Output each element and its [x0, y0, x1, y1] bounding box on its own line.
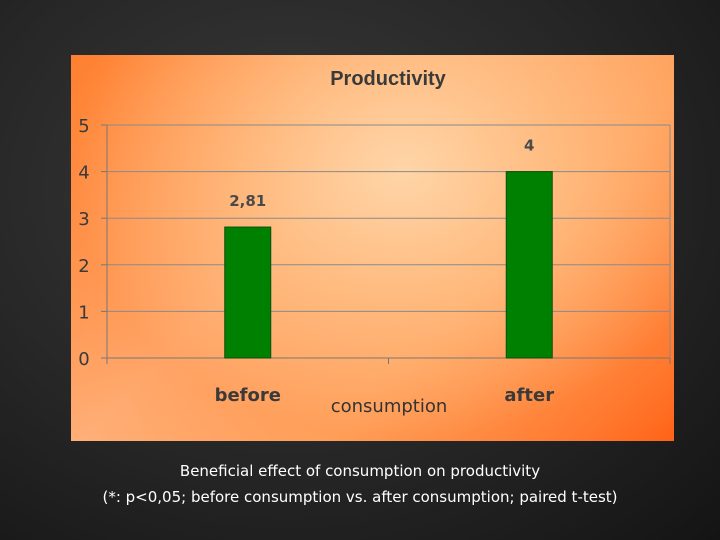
chart-title: Productivity [330, 68, 446, 90]
x-tick-label-before: before [215, 385, 281, 406]
y-tick-label: 4 [78, 163, 89, 184]
y-tick-label: 2 [78, 256, 89, 277]
bar-chart: Productivity 0 1 2 3 4 5 2,81 before 4 after cons… [78, 68, 671, 417]
data-label-before: 2,81 [229, 192, 266, 210]
bar-after [505, 171, 553, 359]
y-tick-label: 0 [78, 349, 89, 370]
chart-panel: Productivity 0 1 2 3 4 5 2,81 before 4 after cons… [71, 55, 674, 441]
x-axis-label: consumption [331, 396, 448, 417]
caption-line-1: Beneficial effect of consumption on prod… [179, 462, 541, 480]
bar-before [224, 226, 272, 359]
caption-line-2: (*: p<0,05; before consumption vs. after… [102, 488, 618, 506]
data-label-after: 4 [524, 137, 534, 155]
y-tick-label: 3 [78, 209, 89, 230]
y-tick-label: 5 [78, 116, 89, 137]
y-tick-label: 1 [78, 302, 89, 323]
x-tick-label-after: after [504, 385, 554, 406]
